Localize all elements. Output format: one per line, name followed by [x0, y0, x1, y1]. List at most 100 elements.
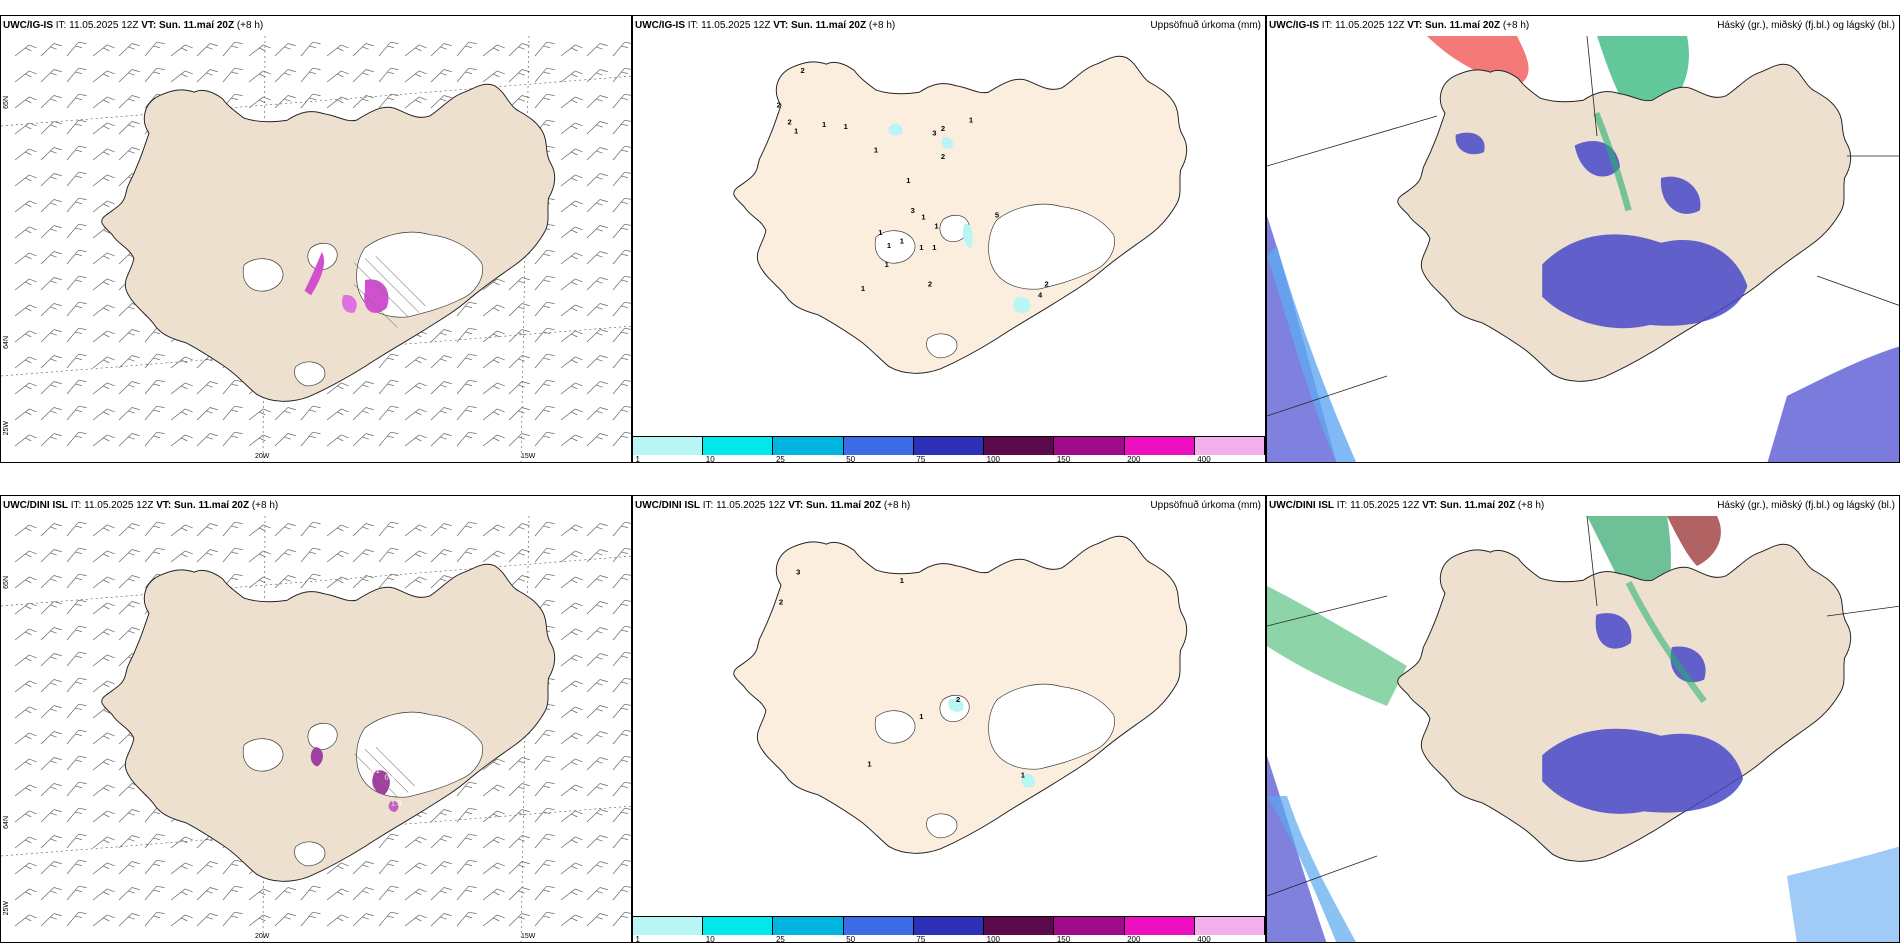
wind-barb [118, 407, 140, 421]
wind-barb [508, 783, 530, 797]
wind-barb [560, 836, 583, 849]
panel-title: Uppsöfnuð úrkoma (mm) [1150, 20, 1261, 31]
precip-value: 1 [887, 241, 891, 250]
wind-barb [14, 96, 37, 109]
wind-barb [612, 547, 631, 563]
wind-barb [118, 861, 140, 875]
wind-barb [430, 575, 452, 589]
colorbar-label: 400 [1197, 455, 1211, 463]
wind-barb [612, 911, 631, 927]
wind-barb [92, 96, 115, 109]
precip-cell [364, 279, 389, 313]
wind-barb [586, 173, 608, 187]
wind-barb [352, 43, 374, 57]
wind-barb [118, 627, 140, 641]
wind-barb [612, 67, 631, 83]
wind-barb [326, 888, 349, 901]
wind-barb [40, 731, 62, 745]
wind-barb [300, 573, 321, 589]
wind-barb [482, 434, 505, 447]
wind-barb [586, 627, 608, 641]
wind-barb [378, 547, 399, 563]
wind-barb [118, 575, 140, 589]
wind-barb [222, 547, 243, 563]
wind-barb [612, 781, 631, 797]
wind-barb [560, 356, 583, 369]
wind-barb [560, 278, 583, 291]
wind-barb [40, 627, 62, 641]
wind-barb [586, 355, 608, 369]
wind-barb [40, 705, 62, 719]
wind-barb [612, 405, 631, 421]
wind-barb [586, 251, 608, 265]
wind-barb [508, 433, 530, 447]
wind-barb [430, 835, 452, 849]
wind-barb [326, 576, 349, 589]
wind-barb [508, 757, 530, 771]
wind-barb [248, 96, 271, 109]
wind-barb [66, 93, 87, 109]
wind-barb [482, 836, 505, 849]
wind-barb [118, 433, 140, 447]
wind-barb [612, 275, 631, 291]
wind-barb [482, 758, 505, 771]
wind-barb [118, 601, 140, 615]
wind-barb [430, 95, 452, 109]
wind-barb [586, 523, 608, 537]
wind-barb [482, 70, 505, 83]
wind-barb [14, 862, 37, 875]
wind-barb [196, 69, 218, 83]
wind-barb [378, 379, 399, 395]
precip-value: 1 [822, 120, 826, 129]
model-name: UWC/IG-IS [635, 20, 685, 31]
wind-barb [560, 862, 583, 875]
precip-value: 1 [921, 213, 925, 222]
wind-barb [196, 861, 218, 875]
wind-barb [560, 550, 583, 563]
wind-barb [248, 44, 271, 57]
wind-barb [92, 524, 115, 537]
lon-label: 20W [255, 453, 270, 460]
wind-barb [508, 913, 530, 927]
colorbar-swatch [773, 917, 844, 935]
wind-barb [14, 200, 37, 213]
precip-value: 2 [787, 118, 791, 127]
precip-value: 1 [919, 243, 923, 252]
wind-barb [326, 434, 349, 447]
wind-barb [66, 431, 87, 447]
wind-barb [14, 836, 37, 849]
colorbar-label: 200 [1127, 935, 1141, 943]
wind-barb [612, 171, 631, 187]
precip-cell [304, 252, 325, 296]
wind-barb [534, 859, 555, 875]
wind-barb [118, 381, 140, 395]
wind-barb [560, 148, 583, 161]
wind-barb [92, 602, 115, 615]
lon-label: 20W [255, 933, 270, 940]
wind-barb [456, 301, 477, 317]
wind-barb [196, 433, 218, 447]
wind-barb [560, 408, 583, 421]
wind-barb [560, 524, 583, 537]
colorbar-label: 100 [986, 455, 1000, 463]
precip-value: 4.1 [369, 766, 380, 775]
wind-barb [40, 225, 62, 239]
wind-barb [274, 407, 296, 421]
wind-barb [586, 549, 608, 563]
wind-barb [300, 93, 321, 109]
wind-barb [534, 405, 555, 421]
wind-barb [118, 69, 140, 83]
wind-barb [378, 353, 399, 369]
wind-barb [14, 408, 37, 421]
wind-barb [66, 171, 87, 187]
model-name: UWC/IG-IS [3, 20, 53, 31]
wind-barb [534, 729, 555, 745]
wind-barb [326, 408, 349, 421]
wind-barb [404, 914, 427, 927]
wind-barb [14, 732, 37, 745]
lat-label: 25W [3, 421, 10, 436]
wind-barb [92, 888, 115, 901]
wind-barb [92, 654, 115, 667]
panel-title: Háský (gr.), miðský (fj.bl.) og lágský (… [1717, 500, 1895, 511]
wind-barb [14, 888, 37, 901]
